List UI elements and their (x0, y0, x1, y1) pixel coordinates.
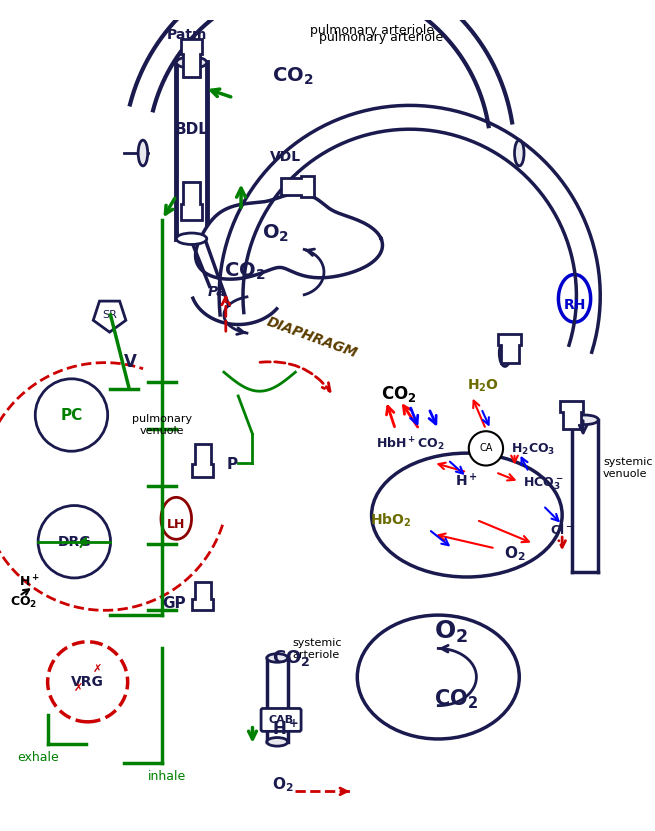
Text: LH: LH (167, 518, 185, 531)
Text: $\mathbf{Cl^-}$: $\mathbf{Cl^-}$ (550, 524, 574, 537)
Text: pulmonary arteriole: pulmonary arteriole (310, 24, 434, 37)
Ellipse shape (176, 233, 207, 244)
Text: RH: RH (563, 298, 586, 312)
Circle shape (469, 431, 503, 465)
Text: BDL: BDL (175, 122, 208, 137)
Text: GP: GP (162, 597, 185, 612)
Text: $\bf{CO_2}$: $\bf{CO_2}$ (381, 384, 417, 404)
Ellipse shape (499, 340, 511, 366)
Text: $\bf{O_2}$: $\bf{O_2}$ (434, 619, 468, 645)
Ellipse shape (371, 453, 562, 577)
Text: PC: PC (60, 407, 83, 422)
Text: $\bf{H_2O}$: $\bf{H_2O}$ (467, 377, 499, 394)
Text: Patm: Patm (166, 27, 207, 42)
Circle shape (48, 642, 128, 722)
Circle shape (38, 505, 111, 578)
Text: $\bf{HCO_3^-}$: $\bf{HCO_3^-}$ (523, 475, 563, 492)
Text: SR: SR (102, 310, 117, 320)
Polygon shape (193, 444, 214, 477)
Text: pulmonary
venuole: pulmonary venuole (132, 415, 192, 436)
Text: ✗: ✗ (92, 664, 102, 674)
Text: $\bf{O_2}$: $\bf{O_2}$ (272, 775, 293, 794)
Text: exhale: exhale (17, 751, 59, 764)
Text: $\bf{O_2}$: $\bf{O_2}$ (262, 223, 289, 244)
Polygon shape (560, 401, 583, 430)
Text: $\bf{CO_2}$: $\bf{CO_2}$ (434, 687, 477, 711)
FancyBboxPatch shape (261, 709, 301, 731)
Ellipse shape (515, 140, 524, 166)
Polygon shape (93, 301, 126, 332)
Text: $\bf{CO_2}$: $\bf{CO_2}$ (224, 261, 265, 283)
Polygon shape (193, 582, 214, 610)
Text: $\bf{H_2CO_3}$: $\bf{H_2CO_3}$ (512, 442, 555, 457)
Text: DRG: DRG (58, 534, 91, 548)
Text: $\bf{H^+}$: $\bf{H^+}$ (272, 719, 299, 738)
Text: Pa: Pa (208, 285, 227, 299)
Text: $\bf{HbH^+CO_2}$: $\bf{HbH^+CO_2}$ (375, 435, 444, 453)
Text: $\bf{HbO_2}$: $\bf{HbO_2}$ (370, 512, 411, 529)
Ellipse shape (138, 140, 147, 166)
Text: systemic
venuole: systemic venuole (603, 457, 652, 479)
Text: CA: CA (479, 444, 493, 454)
Text: $\bf{CO_2}$: $\bf{CO_2}$ (272, 647, 310, 668)
Polygon shape (498, 334, 521, 362)
Text: P: P (227, 457, 238, 472)
Text: CAB: CAB (269, 715, 293, 725)
Text: $\bf{CO_2}$: $\bf{CO_2}$ (10, 595, 37, 610)
Text: VDL: VDL (270, 150, 301, 164)
Ellipse shape (176, 57, 207, 68)
Ellipse shape (267, 738, 288, 746)
Polygon shape (196, 194, 383, 279)
Text: pulmonary arteriole: pulmonary arteriole (319, 31, 443, 43)
Ellipse shape (572, 415, 599, 425)
Text: ✗: ✗ (73, 683, 83, 693)
Text: VRG: VRG (71, 675, 104, 689)
Text: $\bf{H^+}$: $\bf{H^+}$ (19, 574, 40, 589)
Circle shape (35, 379, 107, 451)
Polygon shape (559, 274, 591, 322)
Polygon shape (161, 497, 191, 539)
Text: inhale: inhale (147, 770, 186, 783)
Text: systemic
arteriole: systemic arteriole (293, 638, 342, 660)
Text: $\bf{O_2}$: $\bf{O_2}$ (504, 544, 525, 563)
Ellipse shape (267, 654, 288, 662)
Text: $\bf{H^+}$: $\bf{H^+}$ (455, 472, 478, 489)
Text: DIAPHRAGM: DIAPHRAGM (265, 315, 360, 361)
Text: $\bf{CO_2}$: $\bf{CO_2}$ (272, 66, 313, 87)
Ellipse shape (357, 615, 519, 739)
Polygon shape (181, 39, 202, 76)
Polygon shape (181, 182, 202, 219)
Text: V: V (124, 353, 137, 371)
Polygon shape (281, 176, 314, 197)
